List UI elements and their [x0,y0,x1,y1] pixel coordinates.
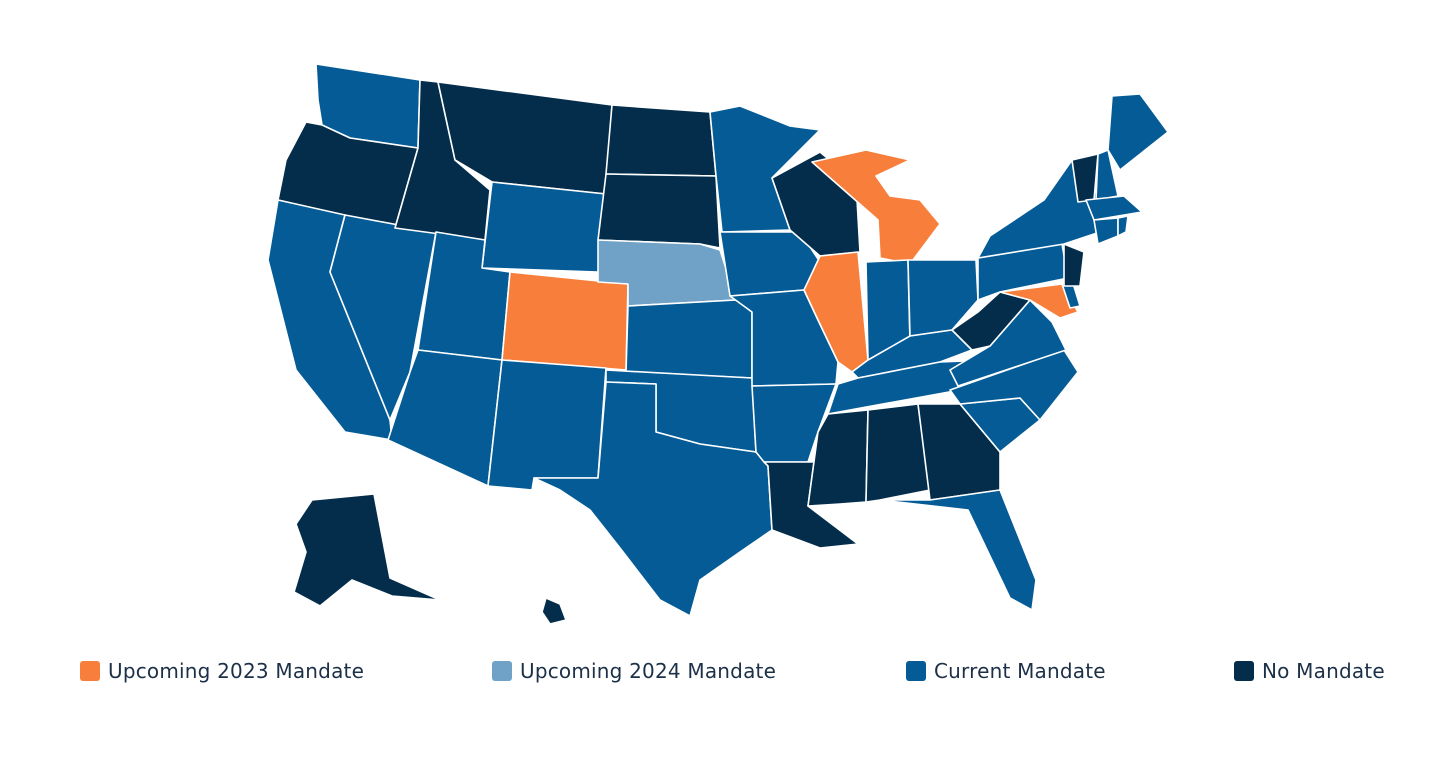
legend: Upcoming 2023 Mandate Upcoming 2024 Mand… [0,656,1456,686]
legend-swatch-none [1234,661,1254,681]
legend-label-none: No Mandate [1262,659,1385,683]
state-alabama[interactable] [865,403,931,503]
legend-swatch-upcoming-2024 [492,661,512,681]
legend-item-current: Current Mandate [906,656,1106,686]
state-new-jersey[interactable] [1063,243,1085,287]
state-south-dakota[interactable] [597,173,721,249]
state-alaska[interactable] [293,493,441,607]
state-hawaii[interactable] [541,597,567,625]
state-kansas[interactable] [625,299,753,379]
legend-label-upcoming-2023: Upcoming 2023 Mandate [108,659,365,683]
state-massachusetts[interactable] [1085,195,1143,221]
state-arizona[interactable] [387,349,503,487]
legend-swatch-upcoming-2023 [80,661,100,681]
state-michigan[interactable] [811,149,941,265]
state-illinois[interactable] [803,251,869,373]
state-north-dakota[interactable] [605,104,717,177]
legend-item-upcoming-2023: Upcoming 2023 Mandate [80,656,364,686]
state-texas[interactable] [533,381,773,617]
state-maine[interactable] [1107,93,1169,171]
legend-item-upcoming-2024: Upcoming 2024 Mandate [492,656,776,686]
state-rhode-island[interactable] [1117,215,1129,237]
state-connecticut[interactable] [1093,217,1119,245]
legend-swatch-current [906,661,926,681]
legend-item-none: No Mandate [1234,656,1385,686]
legend-label-current: Current Mandate [934,659,1106,683]
state-florida[interactable] [879,489,1037,611]
state-maryland[interactable] [999,283,1079,319]
state-ohio[interactable] [907,259,979,337]
state-new-mexico[interactable] [487,359,607,491]
state-colorado[interactable] [501,271,629,371]
us-states-map [267,63,1169,625]
state-wyoming[interactable] [481,181,607,273]
legend-label-upcoming-2024: Upcoming 2024 Mandate [520,659,777,683]
